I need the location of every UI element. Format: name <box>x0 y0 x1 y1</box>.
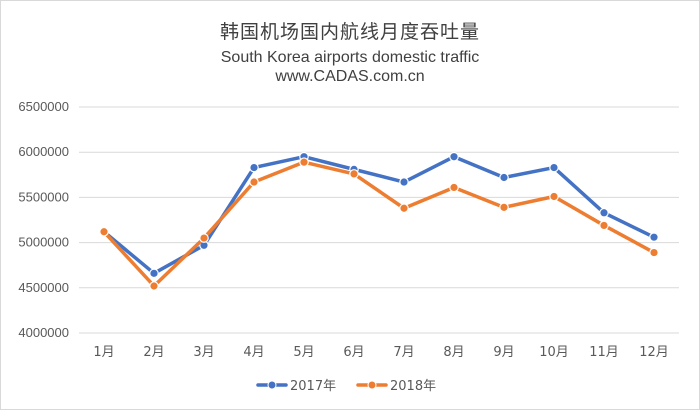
legend-label-2: 2018年 <box>390 379 436 394</box>
data-point <box>399 177 409 187</box>
chart-title: 韩国机场国内航线月度吞吐量 <box>219 21 480 43</box>
x-tick-label: 6月 <box>343 345 364 360</box>
chart-source: www.CADAS.com.cn <box>275 68 425 85</box>
data-point <box>249 162 259 173</box>
x-tick-label: 2月 <box>143 345 164 360</box>
series-line-2 <box>102 160 656 288</box>
data-point <box>449 182 459 193</box>
data-point <box>149 281 159 291</box>
data-point <box>449 151 459 162</box>
x-tick-label: 12月 <box>639 345 669 360</box>
legend-marker-2 <box>367 380 377 390</box>
data-point <box>399 203 409 214</box>
data-point <box>649 232 659 242</box>
x-tick-label: 9月 <box>493 345 514 360</box>
data-point <box>249 177 259 187</box>
y-tick-label: 5000000 <box>18 235 69 250</box>
y-tick-label: 4000000 <box>18 325 69 340</box>
data-point <box>149 268 159 279</box>
y-tick-label: 4500000 <box>18 280 69 295</box>
series-line-1 <box>102 154 656 276</box>
data-point <box>549 191 559 202</box>
data-point <box>499 202 509 213</box>
data-point <box>599 207 609 218</box>
x-tick-label: 7月 <box>393 345 414 360</box>
data-point <box>649 247 659 258</box>
legend-marker-1 <box>267 380 277 390</box>
x-tick-label: 1月 <box>93 345 114 360</box>
chart-subtitle: South Korea airports domestic traffic <box>220 49 480 66</box>
x-tick-label: 11月 <box>589 345 619 360</box>
y-tick-label: 6000000 <box>18 144 69 159</box>
y-tick-label: 5500000 <box>18 189 69 204</box>
data-point <box>499 172 509 183</box>
legend-label-1: 2017年 <box>290 379 336 394</box>
data-point <box>299 157 309 167</box>
x-tick-label: 3月 <box>193 345 214 360</box>
x-tick-label: 8月 <box>443 345 464 360</box>
x-tick-label: 5月 <box>293 345 314 360</box>
data-point <box>549 162 559 173</box>
x-tick-label: 4月 <box>243 345 264 360</box>
data-point <box>599 220 609 231</box>
x-tick-label: 10月 <box>539 345 569 360</box>
data-point <box>199 233 209 243</box>
y-tick-label: 6500000 <box>18 99 69 114</box>
data-point <box>99 226 109 237</box>
data-point <box>349 169 359 179</box>
